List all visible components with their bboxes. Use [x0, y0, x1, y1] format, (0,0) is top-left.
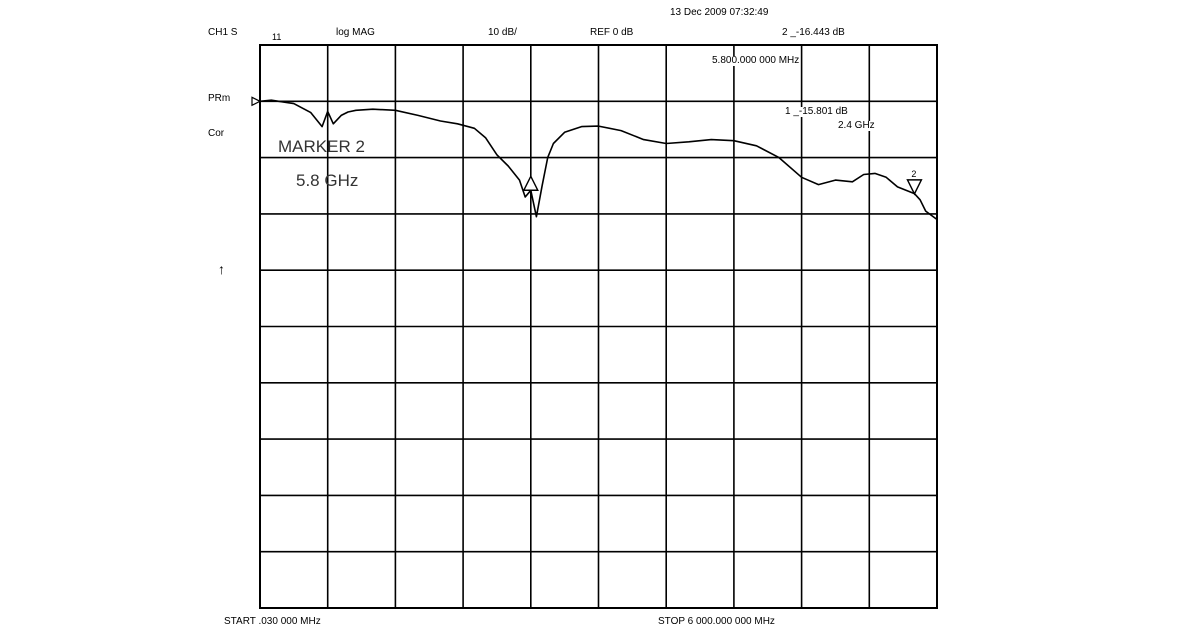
scale-label: 10 dB/ [488, 27, 517, 38]
scale-arrow-icon: ↑ [218, 261, 225, 277]
marker-1-triangle [522, 174, 539, 191]
marker2-frequency: 5.800.000 000 MHz [712, 55, 800, 66]
start-frequency-label: START .030 000 MHz [224, 616, 321, 627]
annotation-marker-title: MARKER 2 [278, 137, 365, 156]
trace-line [259, 99, 938, 221]
marker1-frequency: 2.4 GHz [838, 120, 875, 131]
channel-label: CH1 S [208, 27, 238, 38]
format-label: log MAG [336, 27, 375, 38]
marker-2-label: 2 [911, 169, 916, 179]
cor-label: Cor [208, 128, 225, 139]
marker-2-triangle [906, 179, 923, 196]
annotation-marker-frequency: 5.8 GHz [296, 171, 359, 190]
reference-label: REF 0 dB [590, 27, 634, 38]
stop-frequency-label: STOP 6 000.000 000 MHz [658, 616, 775, 627]
marker2-readout: 2 _-16.443 dB [782, 27, 845, 38]
marker1-readout: 1 _-15.801 dB [785, 106, 848, 117]
parameter-label: 11 [272, 32, 282, 42]
prm-label: PRm [208, 93, 231, 104]
datetime-label: 13 Dec 2009 07:32:49 [670, 7, 769, 18]
plot-grid [259, 44, 938, 609]
reference-level-marker [251, 96, 262, 107]
